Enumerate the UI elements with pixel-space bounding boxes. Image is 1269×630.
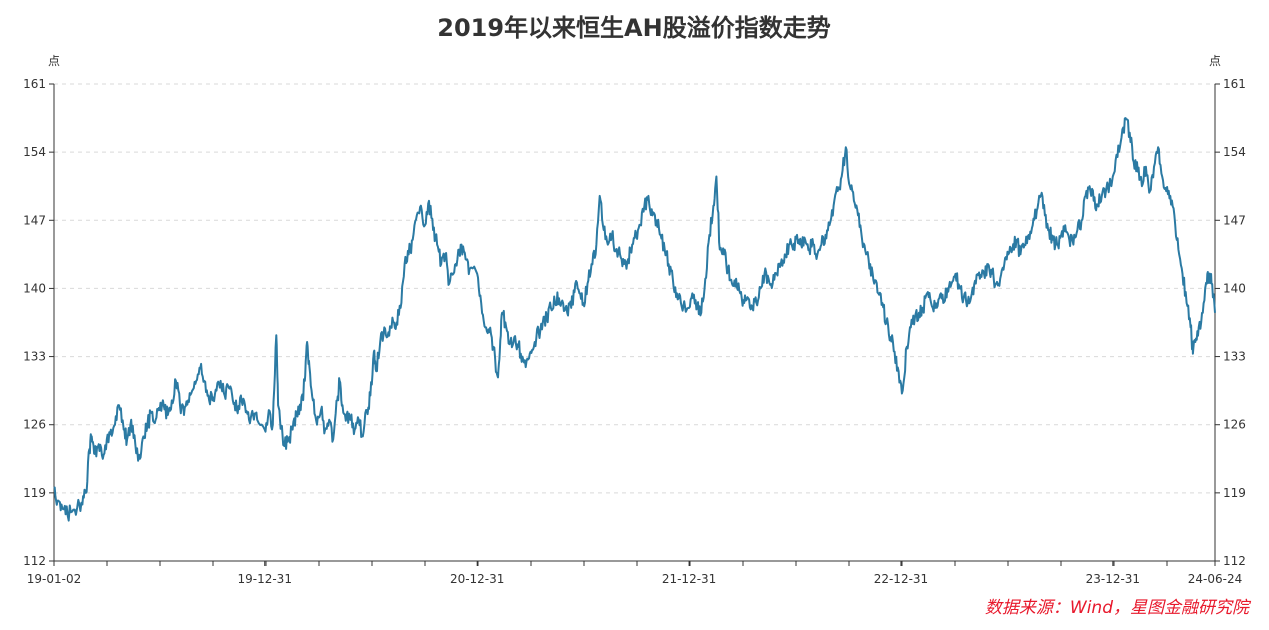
y-tick-label-left: 161 — [23, 77, 46, 91]
y-tick-label-right: 133 — [1223, 350, 1246, 364]
x-tick-label: 21-12-31 — [662, 572, 716, 586]
y-tick-label-left: 119 — [23, 486, 46, 500]
y-tick-label-left: 126 — [23, 418, 46, 432]
y-tick-label-right: 119 — [1223, 486, 1246, 500]
y-tick-label-right: 161 — [1223, 77, 1246, 91]
x-tick-label: 22-12-31 — [874, 572, 928, 586]
y-axis-right-unit: 点 — [1209, 54, 1221, 68]
y-tick-label-left: 112 — [23, 554, 46, 568]
y-tick-label-left: 140 — [23, 281, 46, 295]
y-tick-label-right: 126 — [1223, 418, 1246, 432]
y-tick-label-right: 147 — [1223, 213, 1246, 227]
y-tick-label-right: 154 — [1223, 145, 1246, 159]
source-note: 数据来源：Wind，星图金融研究院 — [985, 598, 1252, 618]
grid-lines — [54, 83, 1215, 494]
x-tick-label: 24-06-24 — [1188, 572, 1242, 586]
series-layer — [53, 117, 1216, 522]
y-tick-label-left: 154 — [23, 145, 46, 159]
chart-title: 2019年以来恒生AH股溢价指数走势 — [437, 14, 830, 42]
x-tick-label: 19-01-02 — [27, 572, 81, 586]
y-tick-label-left: 147 — [23, 213, 46, 227]
series-line — [53, 117, 1216, 522]
y-axis-left-unit: 点 — [48, 54, 60, 68]
axes: 112 112 119 119 126 126 133 133 140 140 147 147 154 1… — [23, 77, 1246, 586]
x-tick-label: 19-12-31 — [237, 572, 291, 586]
y-tick-label-left: 133 — [23, 350, 46, 364]
x-tick-label: 23-12-31 — [1086, 572, 1140, 586]
y-tick-label-right: 140 — [1223, 281, 1246, 295]
y-tick-label-right: 112 — [1223, 554, 1246, 568]
x-tick-label: 20-12-31 — [450, 572, 504, 586]
